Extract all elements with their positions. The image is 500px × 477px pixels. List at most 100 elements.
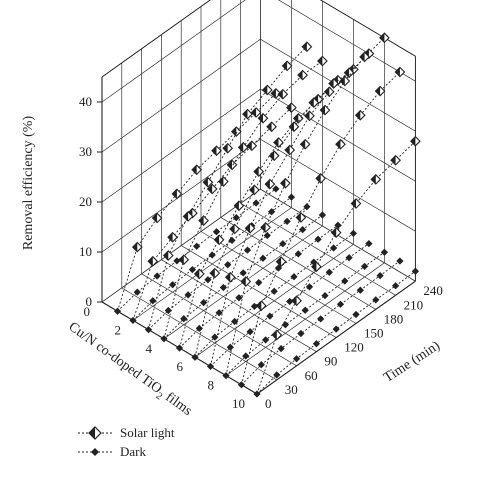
- dark-point-film-4: [180, 315, 188, 323]
- x-tick-label: 4: [146, 341, 153, 356]
- dark-series-line-film-6: [194, 233, 354, 358]
- dark-point-film-9: [336, 300, 345, 308]
- left-wall-grid-horizontal: [101, 88, 261, 203]
- dark-point-film-10: [332, 325, 340, 333]
- dark-point-film-7: [246, 328, 254, 336]
- solar-point-film-1: [131, 241, 143, 253]
- solar-point-film-1: [211, 145, 222, 157]
- solar-point-film-8: [280, 177, 291, 189]
- solar-point-film-3: [301, 41, 313, 53]
- dark-point-film-3: [224, 261, 232, 269]
- solar-point-film-10: [370, 174, 382, 185]
- dark-point-film-5: [195, 324, 203, 333]
- solar-point-film-8: [339, 75, 351, 87]
- solar-point-film-7: [264, 178, 276, 190]
- floor-grid-line-t: [141, 273, 297, 367]
- t-tick-label: 0: [265, 396, 272, 411]
- dark-series-line-film-10: [256, 270, 416, 395]
- dark-point-film-9: [317, 315, 325, 323]
- dark-point-film-5: [255, 278, 263, 287]
- solar-point-film-1: [230, 126, 242, 137]
- dark-point-film-4: [199, 298, 208, 307]
- solar-series-line-film-2: [132, 107, 292, 321]
- solar-point-film-4: [277, 88, 289, 100]
- dark-point-film-1: [252, 199, 260, 207]
- solar-point-film-6: [209, 267, 221, 279]
- solar-point-film-9: [275, 256, 287, 267]
- solar-point-film-2: [206, 183, 218, 195]
- dark-point-film-7: [345, 254, 353, 262]
- dark-point-film-6: [270, 287, 278, 295]
- dark-point-film-3: [184, 291, 192, 299]
- dark-point-film-10: [312, 340, 321, 348]
- dark-series-line-film-2: [132, 196, 292, 321]
- solar-point-film-4: [178, 254, 190, 266]
- dark-series-line-film-8: [225, 251, 385, 376]
- series-layer: [113, 32, 421, 398]
- dark-point-film-10: [411, 267, 420, 275]
- dark-point-film-4: [279, 240, 287, 248]
- y-tick-label: 30: [79, 144, 92, 159]
- solar-point-film-5: [273, 137, 284, 148]
- solar-point-film-3: [162, 250, 174, 261]
- back-wall-grid-horizontal: [260, 88, 416, 182]
- solar-point-film-3: [182, 211, 194, 222]
- dark-series-line-film-5: [179, 224, 339, 349]
- dark-point-film-5: [294, 250, 302, 258]
- dark-point-film-9: [356, 286, 364, 294]
- solar-point-film-4: [257, 112, 269, 124]
- solar-point-film-6: [288, 121, 300, 133]
- floor-grid-line-t: [240, 202, 396, 296]
- dark-point-film-8: [301, 306, 309, 314]
- solar-point-film-8: [260, 222, 271, 233]
- solar-point-film-9: [295, 212, 307, 223]
- solar-point-film-8: [240, 276, 252, 287]
- dark-point-film-3: [263, 231, 271, 240]
- dark-series-line-film-9: [241, 260, 401, 386]
- dark-point-film-4: [318, 211, 327, 219]
- solar-point-film-8: [299, 138, 311, 150]
- left-wall-grid-horizontal: [101, 0, 246, 103]
- dark-point-film-7: [226, 343, 234, 351]
- t-tick-label: 60: [305, 368, 318, 383]
- x-tick-label: 2: [115, 322, 122, 337]
- back-wall-grid-horizontal: [320, 0, 416, 57]
- solar-point-film-6: [268, 150, 280, 162]
- legend-dark-label: Dark: [120, 444, 146, 459]
- solar-point-film-1: [270, 88, 282, 99]
- dark-point-film-8: [360, 262, 369, 271]
- x-tick-label: 6: [177, 359, 184, 374]
- dark-point-film-5: [314, 235, 322, 243]
- solar-point-film-2: [147, 255, 159, 267]
- solar-series-line-film-9: [241, 71, 401, 385]
- dark-point-film-8: [341, 277, 349, 285]
- dark-point-film-9: [257, 361, 265, 369]
- dark-point-film-6: [329, 244, 338, 252]
- dark-point-film-9: [277, 344, 285, 353]
- left-wall-grid-horizontal: [101, 138, 261, 253]
- solar-point-film-10: [271, 329, 283, 341]
- t-tick-label: 180: [384, 311, 404, 326]
- legend-solar-marker: [88, 426, 102, 440]
- solar-point-film-9: [335, 138, 346, 150]
- x-tick-label: 0: [84, 304, 91, 319]
- dark-point-film-5: [215, 309, 223, 317]
- solar-point-film-3: [202, 176, 214, 188]
- legend-item-dark: Dark: [78, 444, 146, 459]
- time-axis-label: Time (min): [381, 338, 443, 385]
- dark-point-film-2: [168, 281, 177, 289]
- dark-point-film-3: [303, 203, 311, 211]
- solar-point-film-2: [286, 102, 297, 113]
- solar-point-film-10: [390, 154, 401, 166]
- dark-point-film-7: [266, 312, 274, 320]
- left-wall-grid-horizontal: [101, 38, 261, 153]
- dark-point-film-1: [212, 228, 221, 236]
- x-axis-label: Cu/N co-doped TiO2 films: [64, 319, 195, 421]
- top-edge-back: [319, 0, 416, 57]
- dark-point-film-2: [188, 265, 197, 274]
- floor-grid-line-t: [121, 287, 277, 381]
- solar-point-film-9: [394, 66, 406, 78]
- solar-point-film-1: [151, 212, 163, 224]
- dark-point-film-2: [267, 208, 276, 216]
